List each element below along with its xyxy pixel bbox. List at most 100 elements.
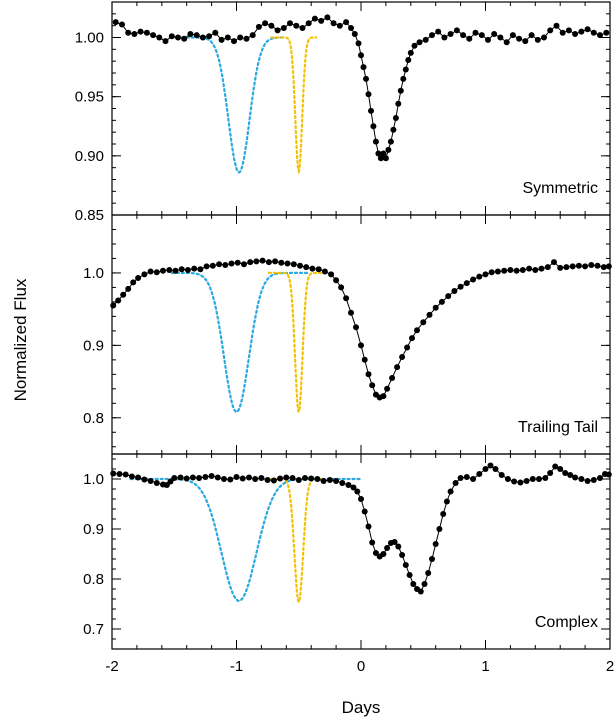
- data-point: [513, 267, 520, 274]
- data-point: [420, 319, 427, 326]
- y-tick-label: 0.9: [83, 521, 104, 538]
- data-point: [478, 32, 485, 39]
- data-point: [289, 475, 296, 481]
- data-point: [494, 268, 501, 275]
- data-point: [116, 471, 123, 477]
- data-point: [321, 268, 328, 275]
- y-tick-label: 0.90: [75, 148, 104, 165]
- model-curve-narrow: [265, 477, 325, 605]
- data-point: [249, 32, 256, 39]
- data-point: [339, 480, 346, 486]
- data-point: [522, 38, 529, 45]
- data-point: [553, 22, 560, 29]
- data-point: [358, 342, 364, 349]
- data-point: [485, 36, 491, 43]
- data-point: [172, 267, 179, 274]
- data-point: [130, 279, 137, 286]
- data-point: [361, 356, 368, 363]
- data-point: [259, 257, 266, 264]
- data-point: [168, 33, 175, 40]
- data-point: [141, 476, 148, 483]
- data-point: [390, 126, 397, 133]
- data-point: [218, 36, 225, 43]
- data-point: [572, 474, 579, 481]
- data-point: [153, 480, 160, 486]
- observed-line: [112, 260, 609, 399]
- data-point: [410, 581, 417, 587]
- data-point: [432, 541, 439, 547]
- data-point: [224, 34, 231, 41]
- data-point: [498, 472, 505, 478]
- x-tick-label: 0: [357, 658, 365, 675]
- data-point: [237, 34, 244, 41]
- data-point: [135, 474, 142, 481]
- data-point: [605, 263, 612, 270]
- data-point: [297, 262, 303, 269]
- data-point: [466, 35, 473, 42]
- data-point: [135, 275, 142, 281]
- data-point: [441, 34, 448, 41]
- data-point: [402, 562, 409, 568]
- y-axis-title: Normalized Flux: [11, 278, 30, 401]
- data-point: [184, 267, 191, 273]
- data-point: [228, 260, 235, 267]
- data-point: [311, 15, 318, 22]
- data-point: [557, 466, 564, 472]
- data-point: [324, 14, 331, 21]
- data-point: [517, 479, 524, 486]
- data-point: [270, 477, 277, 484]
- data-point: [351, 31, 358, 37]
- data-point: [451, 288, 458, 294]
- data-point: [222, 262, 229, 268]
- data-point: [274, 27, 281, 34]
- data-point: [119, 21, 125, 28]
- data-point: [572, 31, 579, 37]
- data-point: [365, 91, 372, 98]
- data-point: [503, 39, 510, 46]
- data-point: [534, 36, 541, 43]
- data-point: [541, 34, 547, 41]
- data-point: [605, 471, 612, 478]
- data-point: [167, 478, 174, 485]
- data-point: [177, 474, 184, 481]
- data-point: [338, 284, 345, 291]
- observed-line: [115, 16, 607, 160]
- data-point: [447, 31, 454, 37]
- data-point: [389, 375, 396, 381]
- data-point: [447, 488, 454, 495]
- data-point: [501, 267, 508, 274]
- data-point: [463, 474, 470, 480]
- data-point: [280, 25, 287, 31]
- data-point: [557, 264, 564, 271]
- data-point: [523, 478, 530, 484]
- data-point: [482, 271, 489, 278]
- data-point: [590, 29, 597, 36]
- data-point: [567, 472, 574, 478]
- data-point: [445, 293, 452, 300]
- panel-trailing-tail: 0.8 0.9 1.0 Trailing Tail: [83, 214, 612, 455]
- data-point: [470, 476, 477, 482]
- data-point: [422, 36, 429, 43]
- data-point: [578, 476, 585, 482]
- data-point: [112, 19, 119, 26]
- data-point: [375, 150, 382, 157]
- data-point: [603, 29, 610, 36]
- data-point: [252, 476, 259, 482]
- data-point: [293, 22, 300, 29]
- data-point: [509, 32, 516, 39]
- data-point: [315, 266, 322, 273]
- data-point: [457, 475, 464, 481]
- y-tick-label: 0.85: [75, 207, 104, 224]
- data-point: [214, 474, 221, 481]
- data-point: [463, 280, 470, 287]
- data-point: [343, 295, 350, 302]
- data-point: [365, 371, 372, 378]
- data-point: [247, 259, 254, 266]
- data-point: [491, 31, 498, 37]
- data-point: [203, 263, 210, 270]
- data-point: [299, 25, 306, 31]
- data-point: [528, 32, 535, 39]
- data-point: [482, 466, 489, 472]
- data-point: [193, 32, 200, 39]
- data-point: [147, 268, 154, 275]
